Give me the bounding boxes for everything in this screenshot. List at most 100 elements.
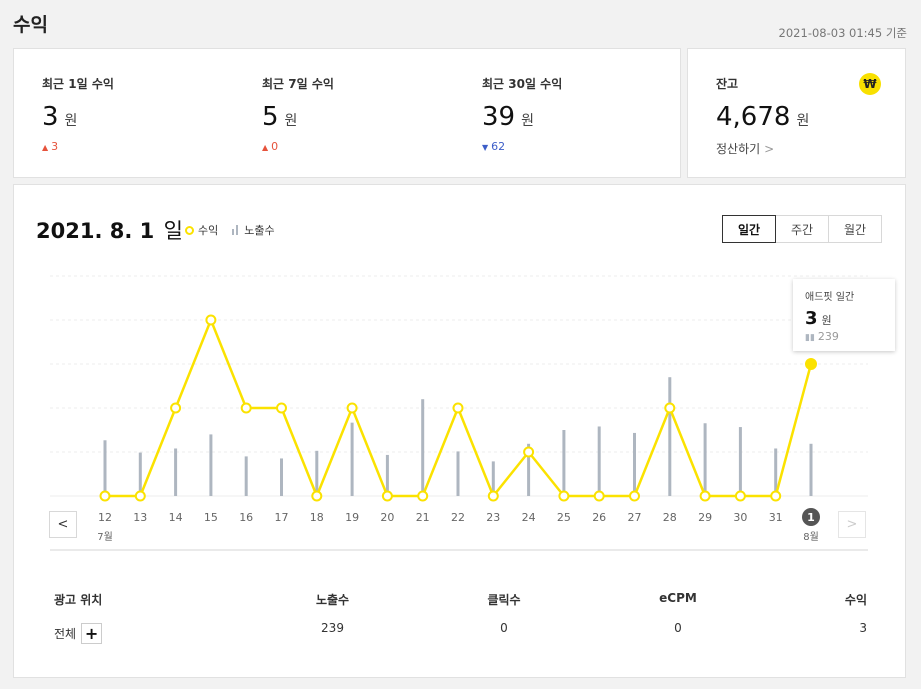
stat-delta: ▼ 62 (482, 140, 506, 153)
x-tick-label: 22 (451, 511, 465, 524)
balance-value: 4,678 (716, 102, 791, 132)
views-bar (703, 423, 707, 496)
month-label: 7월 (97, 531, 113, 543)
arrow-up-icon: ▲ (42, 143, 49, 152)
chart-date: 2021. 8. 1 일 (36, 219, 183, 243)
expand-plus-button[interactable]: + (81, 623, 103, 644)
revenue-point (417, 490, 429, 502)
views-bar (421, 399, 425, 496)
settle-link[interactable]: 정산하기 > (716, 142, 775, 156)
chevron-right-icon: > (846, 517, 858, 532)
x-tick-label: 20 (380, 511, 394, 524)
revenue-chart: 12 13 14 15 16 17 18 19 20 21 22 23 24 25 26 27 28 29 30 31… (50, 275, 868, 551)
period-monthly-button[interactable]: 월간 (828, 215, 882, 243)
revenue-point (170, 402, 182, 414)
revenue-point (734, 490, 746, 502)
revenue-point (381, 490, 393, 502)
stat-unit: 원 (284, 113, 298, 129)
revenue-point (770, 490, 782, 502)
stat-delta: ▲ 3 (42, 140, 59, 153)
stat-label: 최근 30일 수익 (482, 77, 563, 91)
bars-icon: ▮▮ (805, 333, 815, 343)
revenue-point (593, 490, 605, 502)
views-bar (456, 451, 460, 496)
views-bar (738, 427, 742, 496)
stat-label: 최근 7일 수익 (262, 77, 334, 91)
stat-label: 최근 1일 수익 (42, 77, 114, 91)
revenue-point (134, 490, 146, 502)
revenue-point (205, 314, 217, 326)
period-toggle: 일간 주간 월간 (722, 215, 882, 243)
revenue-point (276, 402, 287, 414)
revenue-point (629, 490, 640, 502)
col-placement: 광고 위치 (54, 593, 103, 607)
views-bar (562, 430, 566, 496)
stat-delta: ▲ 0 (262, 140, 279, 153)
views-bar (138, 452, 142, 496)
col-revenue: 수익 (844, 593, 867, 607)
x-tick-label: 16 (239, 511, 253, 524)
balance-unit: 원 (796, 113, 810, 129)
revenue-point (487, 490, 499, 502)
revenue-point (664, 402, 676, 414)
views-bar (315, 450, 319, 496)
stat-value: 3 (42, 102, 59, 132)
revenue-point (523, 446, 535, 458)
x-tick-label: 29 (698, 511, 712, 524)
views-bar (774, 448, 778, 496)
row-clicks: 0 (500, 621, 508, 635)
stat-unit: 원 (521, 113, 534, 129)
x-tick-label: 13 (133, 511, 147, 524)
row-label: 전체 + (54, 623, 103, 644)
revenue-point (699, 490, 711, 502)
x-tick-label: 15 (204, 511, 218, 524)
chevron-right-icon: > (764, 142, 775, 156)
period-daily-button[interactable]: 일간 (722, 215, 776, 243)
col-ecpm: eCPM (659, 591, 697, 605)
x-tick-label: 23 (486, 511, 500, 524)
revenue-point (99, 490, 111, 502)
balance-label: 잔고 (716, 77, 739, 91)
x-tick-label: 30 (733, 511, 747, 524)
x-tick-label: 27 (628, 511, 642, 524)
x-tick-label: 26 (592, 511, 606, 524)
legend-revenue-label: 수익 (198, 224, 219, 237)
revenue-point (452, 402, 464, 414)
x-tick-label: 18 (310, 511, 324, 524)
views-bar (103, 440, 107, 496)
views-bar (491, 461, 495, 496)
x-tick-label: 12 (98, 511, 112, 524)
views-bar (174, 448, 178, 496)
x-tick-label: 17 (275, 511, 289, 524)
stat-value: 5 (262, 102, 279, 132)
tooltip-views: ▮▮ 239 (805, 330, 839, 343)
chart-card: 2021. 8. 1 일 수익 노출수 일간 주간 월간 12 13 14 15 16 1… (13, 184, 906, 678)
revenue-point (558, 490, 570, 502)
stat-30day: 최근 30일 수익 39 원 ▼ 62 (482, 75, 562, 153)
tooltip-unit: 원 (821, 314, 832, 327)
legend-views-label: 노출수 (244, 224, 275, 237)
x-tick-label: 31 (769, 511, 783, 524)
balance-card: ₩ 잔고 4,678 원 정산하기 > (687, 48, 906, 178)
chevron-left-icon: < (57, 517, 69, 532)
tooltip-title: 애드핏 일간 (805, 292, 855, 303)
views-bar (280, 458, 283, 496)
views-bar (527, 443, 531, 496)
views-bar (385, 454, 389, 496)
chart-next-button[interactable]: > (838, 511, 866, 538)
views-bar (809, 443, 813, 496)
col-views: 노출수 (315, 593, 350, 607)
chart-legend: 수익 노출수 (185, 222, 275, 238)
row-views: 239 (321, 621, 344, 635)
revenue-point (346, 402, 358, 414)
legend-views-marker (232, 225, 240, 235)
views-bar (668, 377, 672, 496)
views-bar (597, 426, 601, 496)
x-tick-label: 21 (416, 511, 430, 524)
views-bar (633, 432, 636, 496)
chart-prev-button[interactable]: < (49, 511, 77, 538)
x-tick-label: 14 (169, 511, 183, 524)
